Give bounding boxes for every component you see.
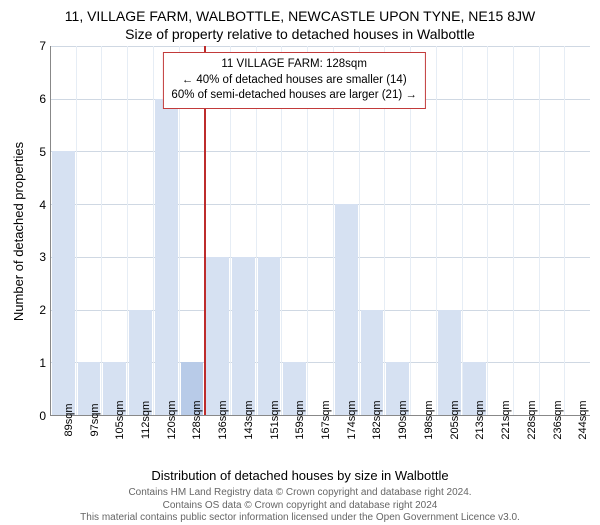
bar-cell [51,46,77,415]
x-tick-label: 112sqm [140,401,152,439]
x-tick: 221sqm [487,416,513,466]
x-tick-label: 198sqm [423,400,435,439]
histogram-bar [361,310,384,415]
chart-body: Number of detached properties 01234567 1… [10,46,590,416]
histogram-bar [129,310,152,415]
bar-cell [540,46,566,415]
annotation-line-3: 60% of semi-detached houses are larger (… [171,88,416,104]
footer-line-2: Contains OS data © Crown copyright and d… [10,500,590,513]
histogram-bar [258,257,281,415]
x-tick-label: 97sqm [89,403,101,436]
footer-attribution: Contains HM Land Registry data © Crown c… [10,487,590,525]
x-tick: 174sqm [333,416,359,466]
x-tick-label: 213sqm [474,400,486,439]
x-tick-label: 159sqm [294,400,306,439]
x-tick-label: 182sqm [371,400,383,439]
histogram-bar [438,310,461,415]
annotation-line-1: 11 VILLAGE FARM: 128sqm [171,57,416,73]
x-tick: 213sqm [462,416,488,466]
bar-cell [77,46,103,415]
x-tick: 190sqm [384,416,410,466]
x-tick-label: 89sqm [63,403,75,436]
bar-cell [437,46,463,415]
x-axis-ticks: 89sqm97sqm105sqm112sqm120sqm128sqm136sqm… [50,416,590,466]
x-tick: 159sqm [281,416,307,466]
x-tick-label: 221sqm [500,400,512,439]
footer-line-1: Contains HM Land Registry data © Crown c… [10,487,590,500]
annotation-box: 11 VILLAGE FARM: 128sqm ← 40% of detache… [162,52,425,109]
x-tick-label: 105sqm [114,400,126,439]
footer-line-3: This material contains public sector inf… [10,512,590,525]
x-tick: 198sqm [410,416,436,466]
histogram-bar [232,257,255,415]
bar-cell [488,46,514,415]
x-tick-label: 205sqm [449,400,461,439]
x-tick: 228sqm [513,416,539,466]
x-tick-label: 151sqm [269,400,281,439]
x-tick: 167sqm [307,416,333,466]
x-tick-label: 190sqm [397,400,409,439]
y-axis-label: Number of detached properties [12,141,27,320]
x-tick: 136sqm [204,416,230,466]
y-tick-label: 6 [39,92,46,106]
histogram-bar [206,257,229,415]
y-tick-label: 1 [39,356,46,370]
histogram-bar [155,99,178,415]
x-tick-label: 143sqm [243,400,255,439]
x-tick-label: 236sqm [552,400,564,439]
y-tick-label: 2 [39,303,46,317]
x-tick: 182sqm [359,416,385,466]
x-tick-label: 228sqm [526,400,538,439]
x-tick: 205sqm [436,416,462,466]
x-tick-label: 136sqm [217,400,229,439]
y-tick-label: 4 [39,198,46,212]
bar-cell [102,46,128,415]
x-tick: 89sqm [50,416,76,466]
chart-subtitle: Size of property relative to detached ho… [10,26,590,42]
histogram-bar [52,151,75,415]
x-tick: 97sqm [76,416,102,466]
x-tick-label: 128sqm [191,400,203,439]
x-tick: 128sqm [179,416,205,466]
y-tick-label: 0 [39,409,46,423]
histogram-bar [335,204,358,415]
x-tick: 120sqm [153,416,179,466]
x-tick: 244sqm [564,416,590,466]
x-tick: 236sqm [539,416,565,466]
plot-area: 11 VILLAGE FARM: 128sqm ← 40% of detache… [50,46,590,416]
x-tick: 105sqm [101,416,127,466]
bar-cell [463,46,489,415]
y-tick-label: 5 [39,145,46,159]
x-tick: 151sqm [256,416,282,466]
x-tick-label: 244sqm [577,400,589,439]
y-axis-label-container: Number of detached properties [10,46,28,416]
y-axis: 01234567 [28,46,50,416]
y-tick-label: 7 [39,39,46,53]
bar-cell [565,46,590,415]
x-axis-label: Distribution of detached houses by size … [10,468,590,483]
chart-container: 11, VILLAGE FARM, WALBOTTLE, NEWCASTLE U… [0,0,600,500]
x-tick: 112sqm [127,416,153,466]
bar-cell [514,46,540,415]
annotation-line-2: ← 40% of detached houses are smaller (14… [171,73,416,89]
x-tick-label: 120sqm [166,400,178,439]
page-title: 11, VILLAGE FARM, WALBOTTLE, NEWCASTLE U… [10,8,590,24]
x-tick-label: 167sqm [320,400,332,439]
x-tick-label: 174sqm [346,400,358,439]
bar-cell [128,46,154,415]
y-tick-label: 3 [39,250,46,264]
x-tick: 143sqm [230,416,256,466]
